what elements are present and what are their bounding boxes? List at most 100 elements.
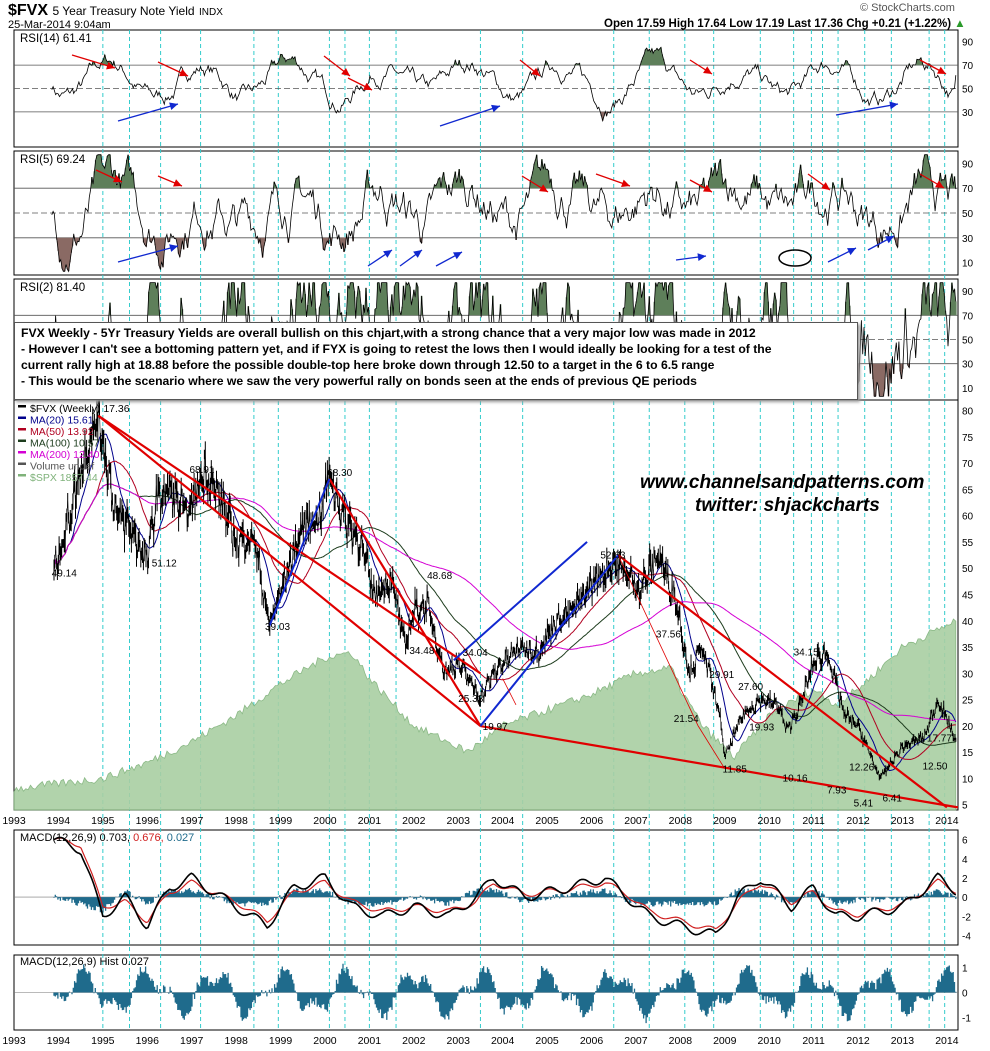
price-ytick-5: 30	[962, 669, 974, 680]
trendline-3	[480, 724, 959, 809]
price-label-1: 51.12	[152, 558, 177, 569]
hist-xtick-21: 2014	[935, 1035, 959, 1047]
hist-xtick-15: 2008	[669, 1035, 693, 1047]
price-label-3: 39.03	[265, 622, 290, 633]
hist-xtick-8: 2001	[358, 1035, 382, 1047]
macd-value-a: 0.703,	[99, 832, 133, 844]
macd-label: MACD(12,26,9) 0.703, 0.676, 0.027	[20, 832, 194, 844]
price-label-7: 34.04	[463, 648, 488, 659]
annotation-line-1: FVX Weekly - 5Yr Treasury Yields are ove…	[21, 326, 756, 340]
annotation-line-4: - This would be the scenario where we sa…	[21, 374, 697, 388]
hist-xtick-12: 2005	[535, 1035, 559, 1047]
quote-line: Open 17.59 High 17.64 Low 17.19 Last 17.…	[604, 18, 966, 30]
legend-swatch-6	[18, 474, 26, 477]
legend-swatch-0	[18, 405, 26, 408]
price-xtick-19: 2012	[846, 815, 870, 827]
hist-xtick-14: 2007	[624, 1035, 648, 1047]
trendline-1	[97, 414, 482, 675]
hist-xtick-5: 1998	[224, 1035, 248, 1047]
watermark-url: www.channelsandpatterns.com	[640, 472, 924, 493]
price-label-9: 19.97	[483, 722, 508, 733]
price-ytick-11: 60	[962, 512, 974, 523]
price-label-16: 19.93	[749, 722, 774, 733]
rsi5-blue-arrow-1-head	[383, 250, 392, 258]
thin-trend-0	[617, 554, 699, 727]
rsi5-blue-arrow-3-head	[453, 252, 462, 260]
price-ytick-9: 50	[962, 564, 974, 575]
price-ytick-7: 40	[962, 617, 974, 628]
symbol-title: $FVX 5 Year Treasury Note Yield INDX	[8, 2, 223, 20]
rsi5-red-arrow-3-head	[621, 179, 630, 187]
rsi5-blue-arrow-0-shaft	[117, 245, 179, 263]
rsi-tick-1-2: 50	[962, 209, 974, 220]
price-xtick-17: 2010	[758, 815, 782, 827]
hist-ytick-0: -1	[962, 1014, 971, 1025]
hist-xtick-13: 2006	[580, 1035, 604, 1047]
price-xtick-12: 2005	[535, 815, 559, 827]
price-xtick-11: 2004	[491, 815, 515, 827]
rsi-line-0	[51, 46, 957, 123]
price-label-13: 29.91	[709, 670, 734, 681]
rsi-tick-0-3: 90	[962, 38, 974, 49]
legend-entry-6: $SPX 1857.44	[30, 472, 98, 484]
price-xtick-8: 2001	[358, 815, 382, 827]
price-ytick-4: 25	[962, 696, 974, 707]
rsi-tick-0-0: 30	[962, 108, 974, 119]
watermark-twitter: twitter: shjackcharts	[695, 495, 880, 516]
price-xtick-14: 2007	[624, 815, 648, 827]
ma200-line	[53, 483, 956, 722]
symbol: $FVX	[8, 2, 49, 19]
price-xtick-16: 2009	[713, 815, 737, 827]
rsi-tick-2-2: 50	[962, 336, 974, 347]
price-ytick-12: 65	[962, 485, 974, 496]
exchange: INDX	[199, 7, 223, 18]
hist-xtick-20: 2013	[891, 1035, 915, 1047]
price-label-5: 34.48	[409, 646, 434, 657]
hist-xtick-9: 2002	[402, 1035, 426, 1047]
legend-swatch-5	[18, 462, 26, 465]
macd-value-b: 0.676,	[133, 832, 167, 844]
trendline-5	[479, 554, 619, 727]
price-xtick-6: 1999	[269, 815, 293, 827]
price-label-4: 68.30	[327, 468, 352, 479]
price-ytick-15: 80	[962, 407, 974, 418]
price-label-17: 34.15	[794, 648, 819, 659]
rsi-tick-1-1: 30	[962, 234, 974, 245]
price-label-2: 68.91	[189, 465, 214, 476]
hist-ytick-1: 0	[962, 989, 968, 1000]
hist-bars	[53, 963, 957, 1024]
price-xtick-0: 1993	[2, 815, 26, 827]
rsi-tick-2-1: 30	[962, 360, 974, 371]
rsi14-red-arrow-5-head	[703, 66, 712, 74]
rsi14-red-arrow-1-head	[179, 69, 188, 77]
price-label-18: 10.16	[783, 774, 808, 785]
macd-line	[53, 836, 957, 936]
rsi5-red-arrow-5-head	[821, 182, 830, 190]
price-xtick-21: 2014	[935, 815, 959, 827]
panel-frame-4	[13, 829, 959, 946]
rsi-label-0: RSI(14) 61.41	[20, 33, 92, 45]
hist-xtick-0: 1993	[2, 1035, 26, 1047]
legend-entry-5: Volume undef	[30, 461, 94, 473]
price-label-22: 6.41	[882, 793, 902, 804]
price-xtick-9: 2002	[402, 815, 426, 827]
rsi14-blue-arrow-0-head	[169, 102, 178, 110]
annotation-line-2: - However I can't see a bottoming patter…	[21, 342, 772, 356]
price-label-8: 25.33	[458, 694, 483, 705]
rsi-tick-2-4: 90	[962, 287, 974, 298]
price-label-23: 17.77	[927, 734, 952, 745]
trendline-4	[617, 554, 948, 809]
price-ytick-2: 15	[962, 748, 974, 759]
price-xtick-5: 1998	[224, 815, 248, 827]
rsi-oversold-fill-0	[335, 111, 612, 121]
macd-ytick-2: 0	[962, 893, 968, 904]
annotation-line-3: current rally high at 18.88 before the p…	[21, 358, 715, 372]
rsi5-blue-arrow-2-head	[413, 250, 422, 258]
price-ytick-3: 20	[962, 722, 974, 733]
rsi-tick-0-2: 70	[962, 61, 974, 72]
price-label-12: 21.54	[674, 714, 699, 725]
legend-entry-1: MA(20) 15.61	[30, 415, 94, 427]
price-label-15: 27.60	[738, 682, 763, 693]
price-label-11: 37.56	[656, 630, 681, 641]
